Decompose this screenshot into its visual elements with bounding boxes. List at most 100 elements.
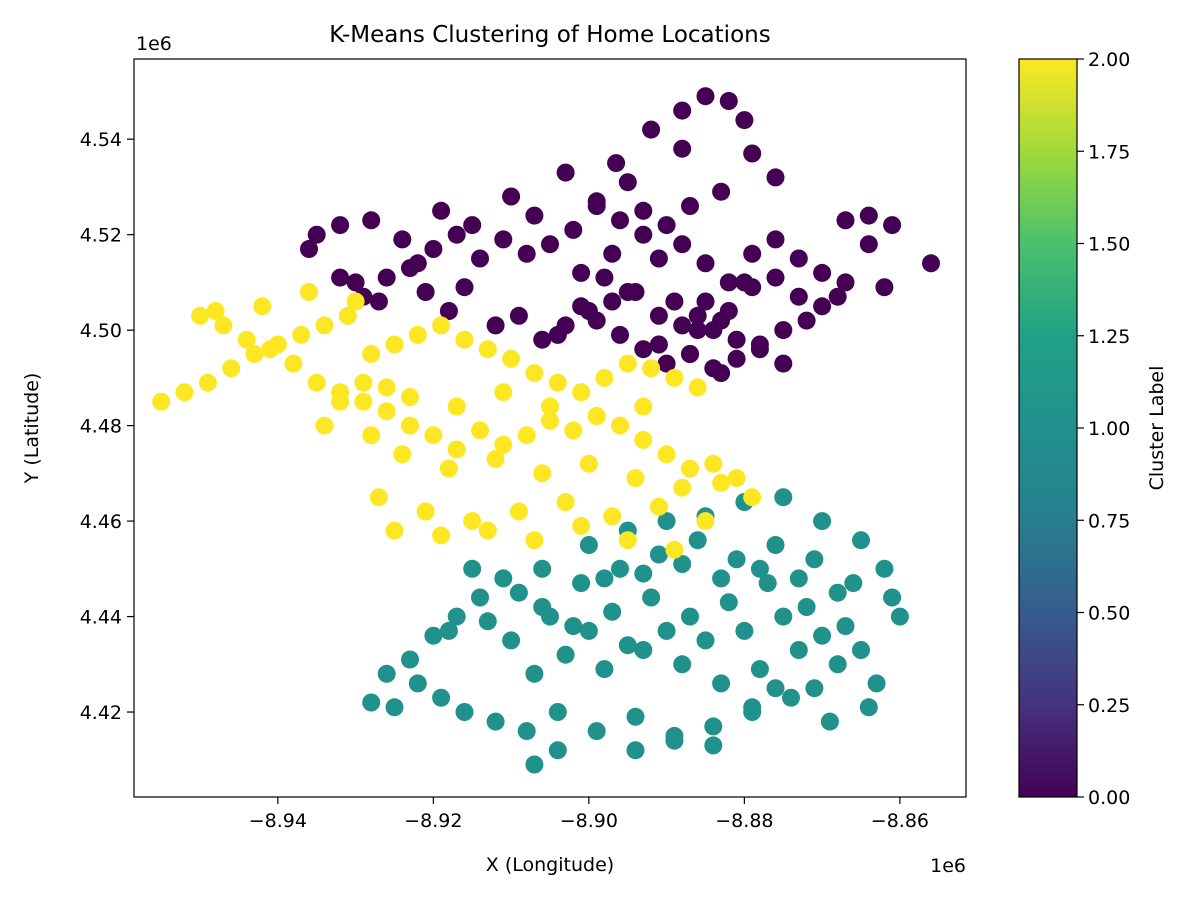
cluster-0-point: [719, 273, 738, 292]
y-tick-label: 4.54: [80, 129, 122, 151]
cluster-0-point: [813, 297, 832, 316]
cluster-1-point: [774, 488, 793, 507]
cluster-0-point: [727, 330, 746, 349]
cluster-2-point: [315, 316, 334, 335]
x-tick-label: −8.94: [249, 810, 307, 832]
cluster-0-point: [750, 340, 769, 359]
cluster-0-point: [424, 240, 443, 258]
cluster-1-point: [595, 660, 614, 679]
cluster-0-point: [813, 263, 832, 282]
cluster-1-point: [424, 626, 443, 645]
cluster-1-point: [836, 617, 855, 636]
cluster-1-point: [712, 569, 731, 588]
cluster-2-point: [681, 459, 699, 478]
cluster-0-point: [486, 316, 505, 335]
cluster-2-point: [611, 416, 629, 435]
cluster-0-point: [712, 311, 731, 330]
cluster-0-point: [463, 216, 482, 235]
cluster-0-point: [875, 278, 894, 297]
cluster-2-point: [331, 392, 350, 411]
cluster-1-point: [782, 688, 800, 707]
cluster-2-point: [603, 507, 622, 526]
cluster-1-point: [572, 574, 591, 593]
x-tick-label: −8.92: [404, 810, 462, 832]
cluster-2-point: [634, 430, 653, 449]
cluster-0-point: [346, 273, 365, 292]
cluster-0-point: [607, 154, 626, 173]
cluster-1-point: [494, 569, 513, 588]
y-tick-label: 4.44: [80, 607, 122, 629]
cluster-1-point: [805, 679, 824, 698]
cluster-0-point: [673, 235, 692, 254]
cluster-0-point: [649, 335, 668, 354]
cluster-1-point: [579, 621, 598, 640]
cluster-0-point: [657, 354, 676, 373]
cluster-0-point: [369, 292, 388, 311]
cluster-0-point: [331, 216, 350, 235]
x-offset-label: 1e6: [930, 855, 966, 877]
cluster-2-point: [447, 397, 466, 416]
cluster-1-point: [548, 741, 567, 760]
colorbar-ticks: 0.00 0.25 0.50 0.75 1.00 1.25 1.50 1.75 2.00: [1077, 49, 1130, 809]
cluster-1-point: [626, 707, 645, 726]
cluster-1-point: [649, 545, 668, 564]
cluster-1-point: [447, 607, 466, 626]
x-axis-label: X (Longitude): [486, 854, 614, 876]
y-tick-label: 4.52: [80, 225, 122, 247]
cluster-2-point: [626, 469, 645, 488]
cluster-2-point: [377, 402, 396, 421]
cluster-0-point: [696, 87, 715, 106]
cluster-1-point: [595, 569, 614, 588]
cluster-1-point: [766, 536, 785, 554]
cluster-1-point: [408, 674, 427, 693]
y-axis-label: Y (Latitude): [21, 373, 43, 485]
colorbar-tick-label: 0.75: [1088, 510, 1130, 532]
cluster-2-point: [541, 411, 559, 430]
cluster-2-point: [618, 531, 637, 550]
cluster-1-point: [634, 641, 653, 659]
cluster-0-point: [673, 316, 692, 335]
colorbar-tick-label: 0.25: [1088, 695, 1130, 717]
cluster-1-point: [603, 602, 622, 621]
cluster-1-point: [813, 626, 832, 645]
cluster-2-point: [432, 316, 451, 335]
cluster-1-point: [432, 688, 451, 707]
cluster-0-point: [743, 244, 762, 263]
cluster-2-point: [338, 306, 357, 325]
cluster-1-point: [712, 674, 731, 693]
cluster-0-point: [634, 340, 653, 359]
cluster-1-point: [727, 550, 746, 569]
cluster-0-point: [681, 345, 699, 363]
cluster-0-point: [447, 225, 466, 244]
cluster-0-point: [579, 302, 598, 320]
cluster-2-point: [253, 297, 272, 316]
cluster-1-point: [377, 664, 396, 683]
cluster-2-point: [198, 373, 217, 392]
cluster-1-point: [883, 588, 902, 607]
cluster-2-point: [222, 359, 241, 378]
cluster-2-point: [517, 426, 536, 445]
cluster-1-point: [548, 703, 567, 721]
y-tick-label: 4.42: [80, 702, 122, 724]
cluster-0-point: [572, 263, 591, 282]
cluster-1-point: [665, 731, 684, 750]
cluster-0-point: [471, 249, 489, 268]
cluster-0-point: [533, 330, 552, 349]
cluster-1-point: [486, 712, 505, 731]
cluster-0-point: [377, 268, 396, 287]
cluster-0-point: [673, 101, 692, 120]
cluster-2-point: [315, 416, 334, 435]
cluster-2-point: [572, 383, 591, 402]
colorbar-tick-label: 1.00: [1088, 418, 1130, 440]
cluster-0-point: [541, 235, 559, 254]
cluster-1-point: [517, 722, 536, 741]
cluster-0-point: [657, 216, 676, 235]
cluster-2-point: [354, 392, 373, 411]
cluster-2-point: [346, 292, 365, 311]
cluster-2-point: [564, 421, 583, 440]
cluster-2-point: [261, 340, 280, 359]
cluster-0-point: [556, 316, 575, 335]
cluster-1-point: [813, 512, 832, 531]
cluster-1-point: [579, 536, 598, 554]
